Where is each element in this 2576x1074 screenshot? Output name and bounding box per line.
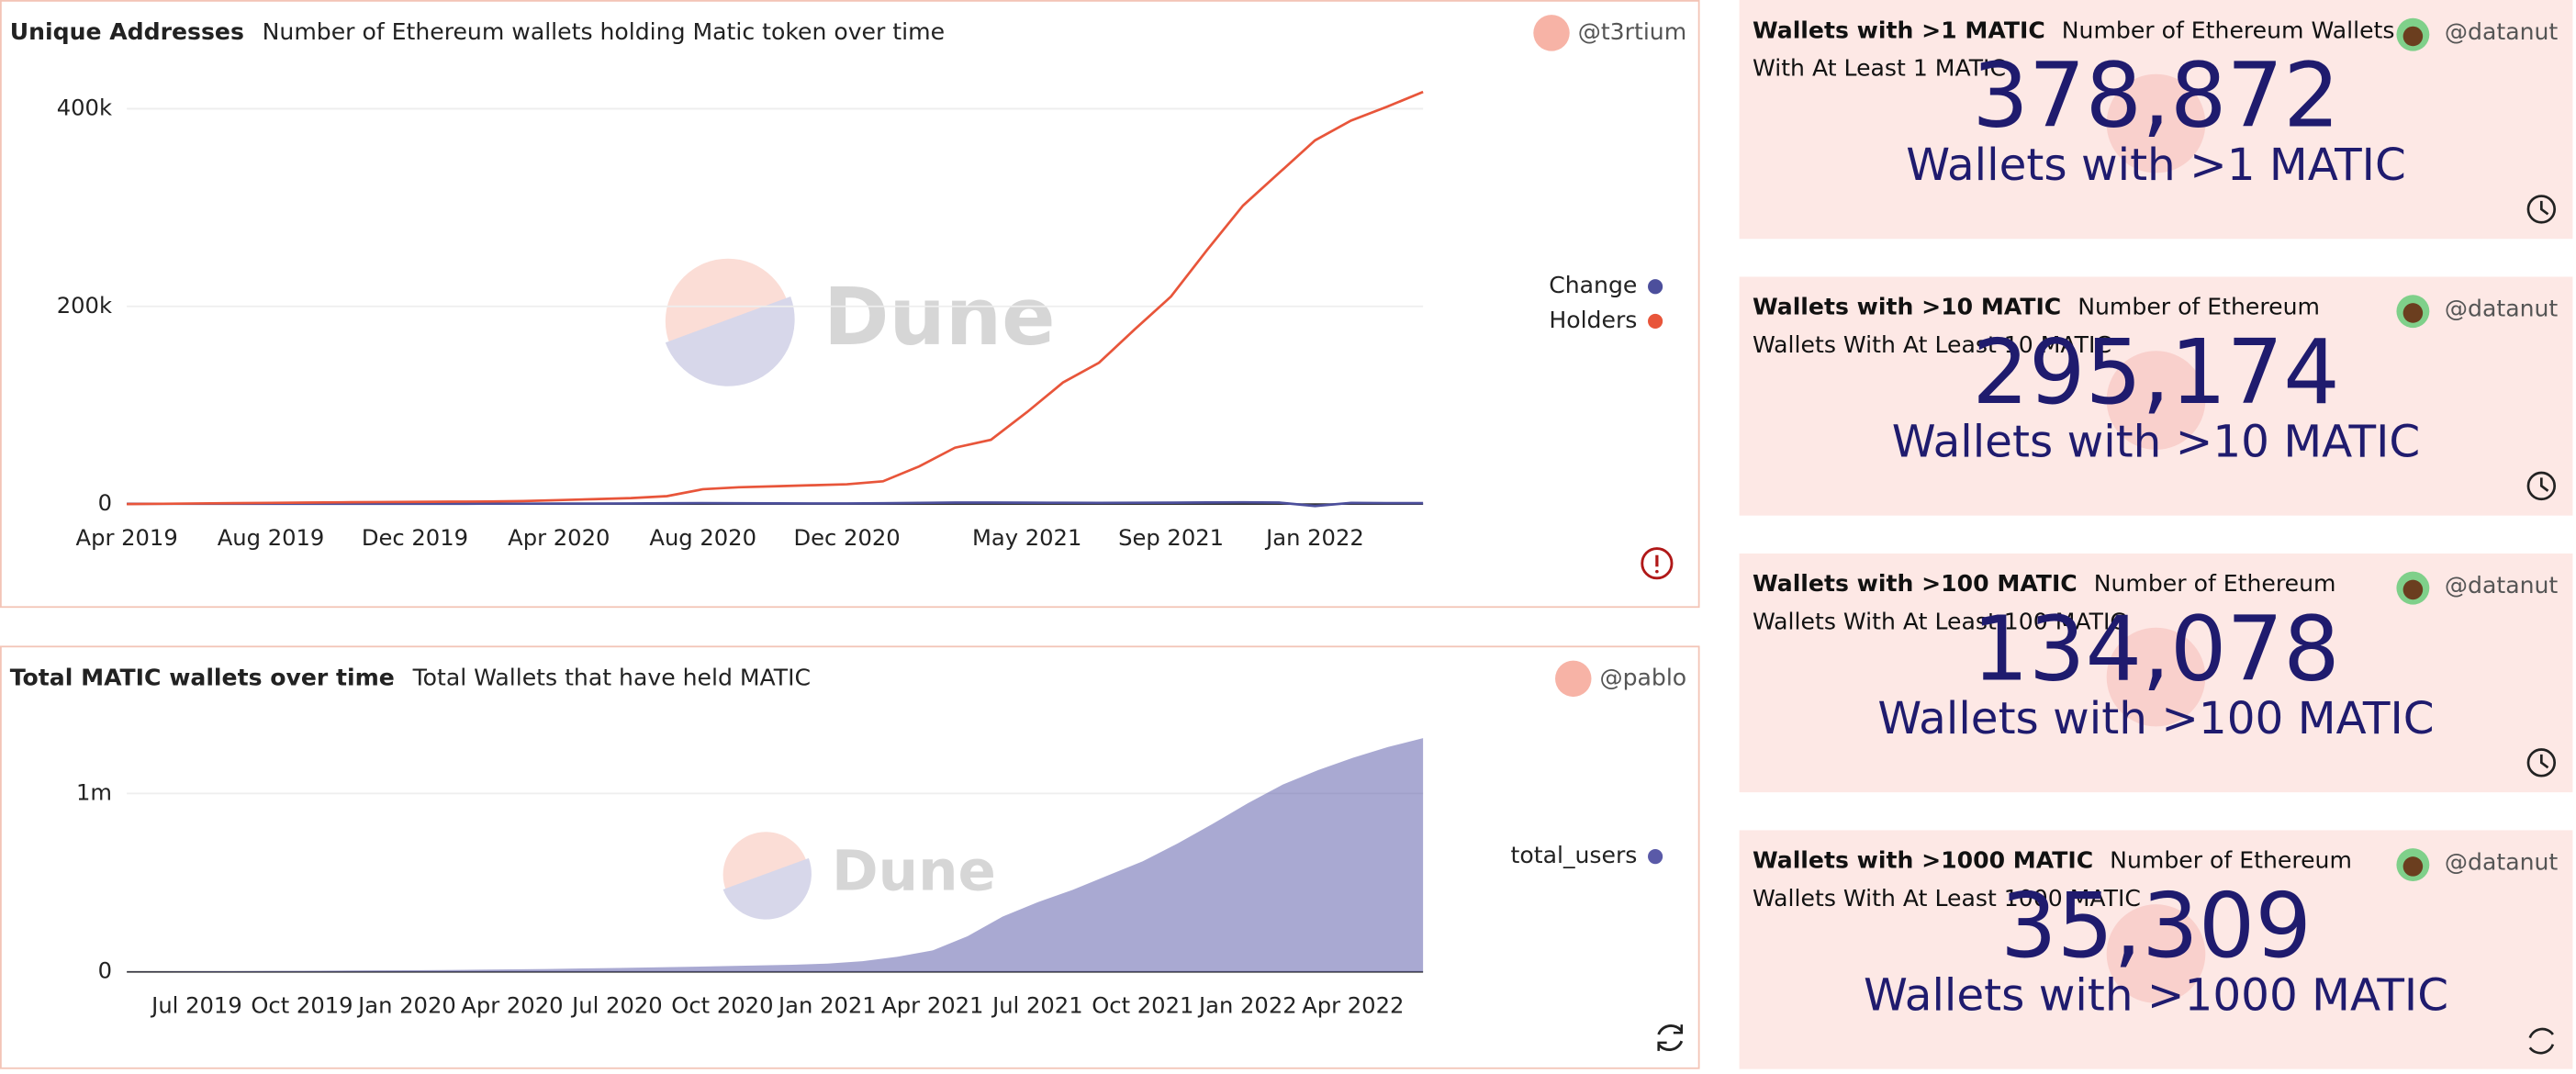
counter-description: Number of Ethereum Wallets With At Least… xyxy=(1752,295,2320,360)
counter-logo xyxy=(2106,73,2206,173)
legend-swatch xyxy=(1648,849,1663,865)
counter-value: 295,174 xyxy=(1972,320,2340,424)
x-tick-label: Jan 2022 xyxy=(1197,992,1297,1018)
chart-title: Total MATIC wallets over time xyxy=(10,664,395,690)
legend-label: total_users xyxy=(1511,842,1638,868)
counter-title: Wallets with >1000 MATIC xyxy=(1752,848,2094,875)
series-line xyxy=(127,90,1424,506)
clock-hands xyxy=(2539,477,2549,492)
x-tick-label: Apr 2020 xyxy=(508,525,610,551)
x-tick-label: Oct 2020 xyxy=(671,992,773,1018)
counter-description: Number of Ethereum Wallets With At Least… xyxy=(1752,848,2352,913)
y-tick-label: 0 xyxy=(98,490,112,516)
clock-icon[interactable] xyxy=(2526,471,2557,501)
legend-label: Change xyxy=(1549,272,1637,298)
author-avatar xyxy=(1533,15,1570,51)
panel xyxy=(0,0,1700,609)
counter-header: Wallets with >10 MATIC Number of Ethereum… xyxy=(1753,290,2398,366)
author: @datanut xyxy=(2445,18,2558,45)
x-tick-label: Aug 2020 xyxy=(649,525,756,551)
counter-title: Wallets with >10 MATIC xyxy=(1752,295,2062,321)
series-area xyxy=(127,738,1424,972)
clock-hands xyxy=(2539,200,2549,216)
x-tick-label: Dec 2019 xyxy=(362,525,468,551)
series-line xyxy=(127,500,1424,508)
x-tick-label: Apr 2019 xyxy=(76,525,178,551)
x-tick-label: Oct 2019 xyxy=(251,992,353,1018)
watermark-logo xyxy=(722,832,812,920)
author: @pablo xyxy=(1599,664,1686,690)
x-tick-label: May 2021 xyxy=(972,525,1081,551)
x-tick-label: Oct 2021 xyxy=(1092,992,1193,1018)
x-tick-label: Jan 2020 xyxy=(356,992,456,1018)
clock-face xyxy=(2526,471,2557,501)
counter-logo xyxy=(2106,904,2206,1003)
x-tick-label: Apr 2022 xyxy=(1302,992,1404,1018)
author-avatar-face xyxy=(2402,303,2424,323)
watermark: Dune xyxy=(823,272,1055,364)
clock-hands xyxy=(2539,754,2549,769)
legend-swatch xyxy=(1648,313,1663,329)
x-tick-label: Apr 2021 xyxy=(881,992,983,1018)
counter-header-text: Wallets with >10 MATIC Number of Ethereum… xyxy=(1753,290,2398,366)
x-tick-label: Apr 2020 xyxy=(461,992,563,1018)
chart-subtitle: Total Wallets that have held MATIC xyxy=(412,664,811,690)
x-tick-label: Dec 2020 xyxy=(793,525,900,551)
counter-logo xyxy=(2106,627,2206,727)
refresh-arrows xyxy=(2528,1027,2555,1055)
x-tick-label: Sep 2021 xyxy=(1118,525,1224,551)
x-tick-label: Jul 2020 xyxy=(570,992,663,1018)
x-tick-label: Aug 2019 xyxy=(218,525,325,551)
clock-icon[interactable] xyxy=(2526,195,2557,224)
chart-subtitle: Number of Ethereum wallets holding Matic… xyxy=(263,18,945,45)
author-avatar-face xyxy=(2402,856,2424,877)
counter-value: 378,872 xyxy=(1972,44,2340,148)
counter-header-text: Wallets with >1000 MATIC Number of Ethere… xyxy=(1753,844,2398,920)
x-tick-label: Jan 2022 xyxy=(1264,525,1364,551)
counter-logo xyxy=(2106,351,2206,450)
author: @datanut xyxy=(2445,295,2558,321)
clock-face xyxy=(2526,195,2557,224)
counter-description: Number of Ethereum Wallets With At Least… xyxy=(1752,17,2395,83)
x-tick-label: Jul 2021 xyxy=(991,992,1083,1018)
counter-label: Wallets with >100 MATIC xyxy=(1877,693,2434,744)
counter-label: Wallets with >1000 MATIC xyxy=(1864,969,2448,1021)
clock-face xyxy=(2526,748,2557,778)
counter-value: 35,309 xyxy=(2000,874,2312,978)
watermark-logo xyxy=(665,258,795,386)
counter-header: Wallets with >1000 MATIC Number of Ethere… xyxy=(1753,844,2398,920)
counter-value: 134,078 xyxy=(1972,598,2340,701)
clock-icon[interactable] xyxy=(2528,1027,2555,1055)
counter-description: Number of Ethereum Wallets With At Least… xyxy=(1752,571,2336,636)
y-tick-label: 400k xyxy=(57,95,112,120)
author: @datanut xyxy=(2445,848,2558,875)
counter-header-text: Wallets with >1 MATIC Number of Ethereum … xyxy=(1753,13,2398,89)
counter-title: Wallets with >100 MATIC xyxy=(1752,571,2078,599)
warning-icon[interactable] xyxy=(1641,547,1674,580)
x-tick-label: Jan 2021 xyxy=(777,992,877,1018)
clock-icon[interactable] xyxy=(2526,748,2557,778)
author-avatar-face xyxy=(2402,579,2424,600)
legend-swatch xyxy=(1648,279,1663,295)
x-tick-label: Jul 2019 xyxy=(150,992,242,1018)
y-tick-label: 0 xyxy=(98,958,112,984)
y-tick-label: 200k xyxy=(57,293,112,319)
author-avatar xyxy=(1555,660,1592,698)
author-avatar-face xyxy=(2402,26,2424,47)
refresh-icon[interactable] xyxy=(1657,1024,1684,1052)
author: @datanut xyxy=(2445,572,2558,599)
counter-label: Wallets with >1 MATIC xyxy=(1906,140,2406,191)
counter-title: Wallets with >1 MATIC xyxy=(1752,17,2045,45)
counter-header: Wallets with >100 MATIC Number of Ethereu… xyxy=(1753,566,2398,643)
counter-header-text: Wallets with >100 MATIC Number of Ethereu… xyxy=(1753,566,2398,643)
chart-title: Unique Addresses xyxy=(10,18,244,45)
counter-header: Wallets with >1 MATIC Number of Ethereum … xyxy=(1753,13,2398,89)
watermark: Dune xyxy=(832,838,996,903)
y-tick-label: 1m xyxy=(76,779,112,805)
legend-label: Holders xyxy=(1549,307,1637,333)
author: @t3rtium xyxy=(1578,18,1686,45)
counter-label: Wallets with >10 MATIC xyxy=(1892,417,2420,468)
